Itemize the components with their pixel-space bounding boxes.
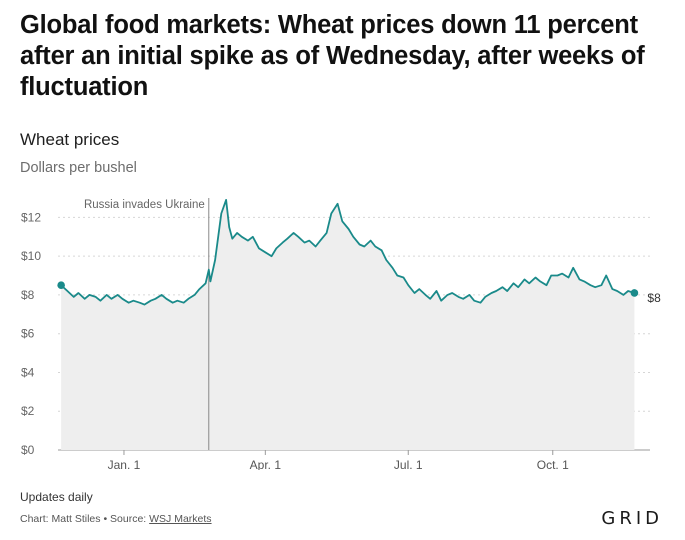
source-link[interactable]: WSJ Markets (149, 513, 212, 525)
x-tick-label: Oct. 1 (537, 458, 569, 470)
x-tick-label: Jan. 1 (108, 458, 141, 470)
update-note: Updates daily (20, 490, 93, 504)
end-value-label: $8 (647, 291, 661, 305)
start-point (57, 281, 65, 290)
x-axis: Jan. 1 Apr. 1 Jul. 1 Oct. 1 (108, 450, 569, 470)
credit-text: Chart: Matt Stiles • Source: (20, 513, 150, 525)
price-area (61, 199, 635, 450)
wheat-price-chart: Russia invades Ukraine $8 $0$2$4$6$8$10$… (21, 198, 661, 470)
y-axis: $0 $2 $4 $6 $8 $10 $12 (21, 210, 41, 457)
y-tick-label: $2 (21, 404, 35, 418)
chart-title: Wheat prices (20, 130, 120, 149)
chart-subtitle: Dollars per bushel (20, 160, 137, 176)
invasion-annotation: Russia invades Ukraine (84, 199, 205, 211)
y-tick-label: $10 (21, 249, 41, 263)
headline: Global food markets: Wheat prices down 1… (20, 11, 645, 101)
grid-logo: GRID (601, 508, 663, 529)
x-tick-label: Apr. 1 (250, 458, 282, 470)
x-tick-label: Jul. 1 (394, 458, 423, 470)
y-tick-label: $4 (21, 365, 35, 379)
y-tick-label: $6 (21, 327, 35, 341)
y-tick-label: $8 (21, 288, 35, 302)
end-point (630, 289, 639, 297)
price-line (60, 199, 635, 306)
credit-line: Chart: Matt Stiles • Source: WSJ Markets (20, 513, 212, 525)
y-tick-label: $0 (21, 443, 35, 457)
y-tick-label: $12 (21, 210, 41, 224)
